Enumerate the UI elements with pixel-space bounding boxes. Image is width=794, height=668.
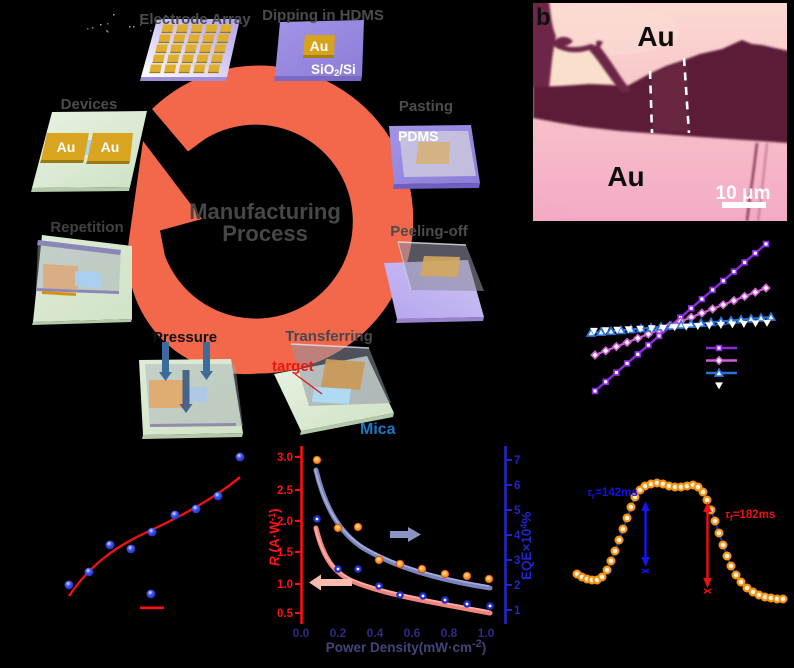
svg-text:τf=182ms: τf=182ms	[725, 509, 775, 523]
svg-text:0.5: 0.5	[277, 608, 294, 620]
svg-text:Au: Au	[57, 139, 76, 155]
svg-text:PDMS: PDMS	[398, 128, 438, 144]
svg-text:target: target	[272, 358, 314, 375]
svg-text:10 μm: 10 μm	[716, 183, 771, 204]
svg-text:Electrode Array: Electrode Array	[139, 11, 251, 28]
svg-text:2.5: 2.5	[277, 485, 294, 497]
svg-text:0.0: 0.0	[293, 626, 310, 640]
svg-text:3.0: 3.0	[277, 452, 293, 464]
svg-text:Pressure: Pressure	[153, 329, 217, 346]
svg-text:1.0: 1.0	[478, 626, 495, 640]
svg-text:Pasting: Pasting	[399, 98, 453, 115]
svg-text:Au: Au	[607, 161, 644, 192]
svg-text:Power Density(mW·cm-2): Power Density(mW·cm-2)	[326, 638, 487, 655]
svg-text:Process: Process	[222, 221, 308, 246]
svg-text:7: 7	[514, 455, 520, 467]
svg-text:2.0: 2.0	[277, 516, 293, 528]
svg-text:b: b	[536, 4, 551, 31]
svg-text:5: 5	[514, 505, 521, 517]
svg-text:Transferring: Transferring	[285, 328, 373, 345]
svg-text:R (A·W-1): R (A·W-1)	[267, 509, 282, 567]
svg-text:0.4: 0.4	[367, 626, 384, 640]
svg-text:Au: Au	[310, 38, 329, 54]
svg-text:3: 3	[514, 555, 520, 567]
svg-text:SiO2/Si: SiO2/Si	[311, 62, 356, 78]
svg-text:Dipping in HDMS: Dipping in HDMS	[262, 7, 384, 24]
svg-text:1.0: 1.0	[277, 579, 293, 591]
svg-text:1: 1	[514, 605, 521, 617]
svg-text:Devices: Devices	[61, 96, 118, 113]
svg-text:Au: Au	[637, 21, 674, 52]
svg-text:0.6: 0.6	[404, 626, 421, 640]
svg-text:6: 6	[514, 480, 520, 492]
svg-text:1.5: 1.5	[277, 547, 294, 559]
svg-text:EQE×104%: EQE×104%	[519, 512, 534, 580]
svg-text:Au: Au	[101, 139, 120, 155]
svg-text:Manufacturing: Manufacturing	[189, 199, 341, 224]
svg-text:Repetition: Repetition	[50, 219, 123, 236]
svg-text:τr=142ms: τr=142ms	[587, 487, 638, 501]
svg-text:0.8: 0.8	[441, 626, 458, 640]
svg-text:0.2: 0.2	[330, 626, 347, 640]
svg-text:4: 4	[514, 530, 521, 542]
svg-text:Mica: Mica	[360, 421, 396, 438]
svg-text:Peeling-off: Peeling-off	[390, 223, 469, 240]
svg-text:2: 2	[514, 580, 520, 592]
